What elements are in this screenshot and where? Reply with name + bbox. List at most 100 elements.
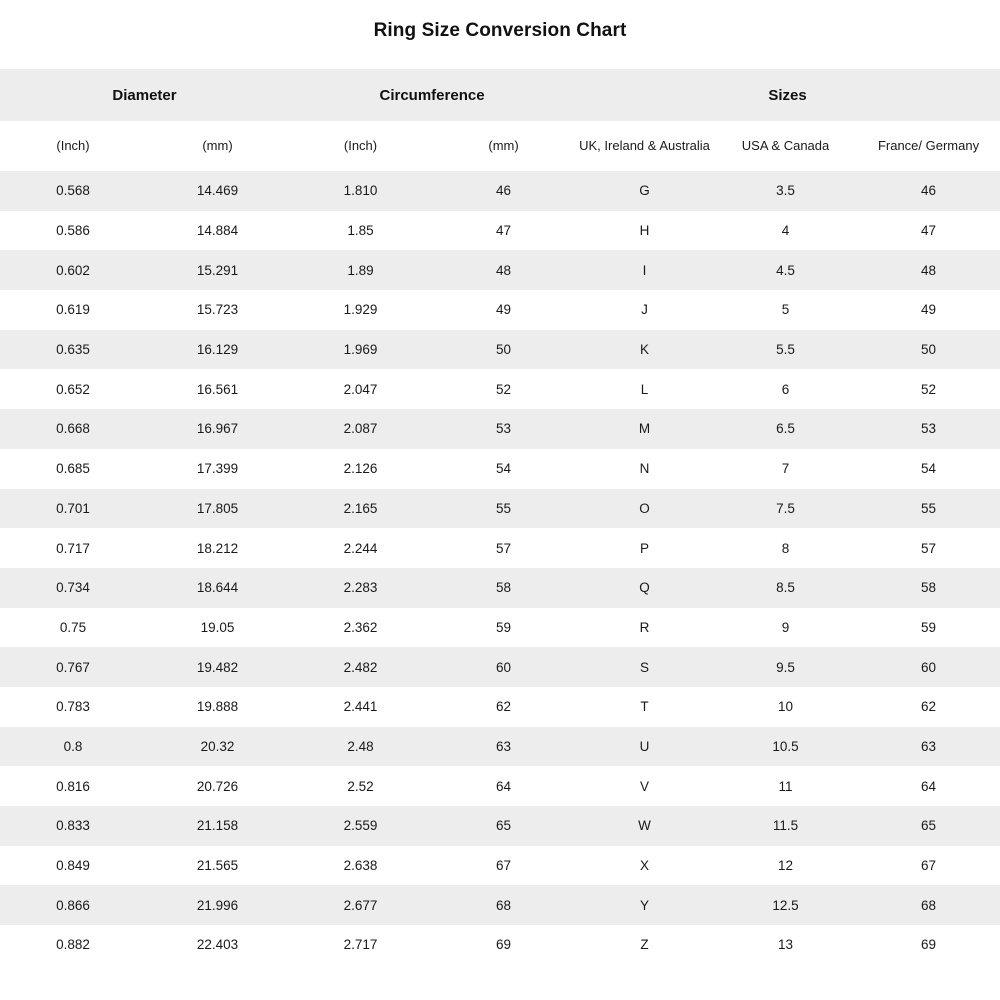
cell-diameter-inch: 0.75 [0,607,146,648]
cell-usa-canada: 12 [714,845,858,886]
cell-circumference-inch: 1.969 [289,329,433,370]
cell-france-germany: 49 [857,290,1000,330]
cell-diameter-inch: 0.882 [0,925,146,965]
cell-diameter-inch: 0.734 [0,567,146,608]
ring-size-table: Diameter Circumference Sizes (Inch) (mm)… [0,69,1000,965]
column-header-uk-ireland-australia: UK, Ireland & Australia [575,121,715,171]
cell-circumference-mm: 48 [432,250,576,291]
cell-circumference-inch: 2.717 [289,925,433,965]
table-row: 0.75 19.05 2.362 59 R 9 59 [0,607,1000,648]
cell-usa-canada: 10 [714,686,858,727]
column-header-diameter-mm: (mm) [146,121,290,171]
column-header-france-germany: France/ Germany [857,121,1000,171]
cell-usa-canada: 8 [714,528,858,568]
cell-uk-ireland-australia: I [575,250,715,291]
cell-diameter-inch: 0.668 [0,409,146,449]
cell-circumference-inch: 1.89 [289,250,433,291]
cell-uk-ireland-australia: J [575,290,715,330]
cell-circumference-mm: 58 [432,567,576,608]
cell-diameter-mm: 19.482 [146,647,290,687]
group-header-diameter: Diameter [0,69,290,121]
cell-diameter-inch: 0.619 [0,290,146,330]
cell-diameter-inch: 0.833 [0,806,146,846]
cell-diameter-mm: 21.158 [146,806,290,846]
cell-usa-canada: 10.5 [714,726,858,767]
cell-diameter-inch: 0.652 [0,369,146,410]
table-row: 0.783 19.888 2.441 62 T 10 62 [0,686,1000,727]
cell-circumference-mm: 62 [432,686,576,727]
cell-france-germany: 48 [857,250,1000,291]
table-row: 0.568 14.469 1.810 46 G 3.5 46 [0,171,1000,211]
cell-usa-canada: 4 [714,210,858,251]
cell-diameter-mm: 20.32 [146,726,290,767]
cell-diameter-inch: 0.685 [0,448,146,489]
cell-diameter-inch: 0.849 [0,845,146,886]
table-row: 0.701 17.805 2.165 55 O 7.5 55 [0,488,1000,529]
cell-uk-ireland-australia: N [575,448,715,489]
cell-diameter-inch: 0.816 [0,766,146,806]
cell-diameter-mm: 16.967 [146,409,290,449]
cell-diameter-mm: 20.726 [146,766,290,806]
cell-circumference-inch: 2.165 [289,488,433,529]
column-header-diameter-inch: (Inch) [0,121,146,171]
table-row: 0.866 21.996 2.677 68 Y 12.5 68 [0,885,1000,926]
cell-diameter-mm: 15.291 [146,250,290,291]
cell-france-germany: 64 [857,766,1000,806]
cell-circumference-inch: 1.929 [289,290,433,330]
cell-uk-ireland-australia: W [575,806,715,846]
cell-usa-canada: 3.5 [714,171,858,211]
cell-usa-canada: 6.5 [714,409,858,449]
cell-diameter-inch: 0.8 [0,726,146,767]
cell-circumference-inch: 2.362 [289,607,433,648]
cell-circumference-mm: 63 [432,726,576,767]
cell-uk-ireland-australia: O [575,488,715,529]
cell-uk-ireland-australia: S [575,647,715,687]
cell-diameter-inch: 0.767 [0,647,146,687]
cell-diameter-mm: 15.723 [146,290,290,330]
cell-france-germany: 65 [857,806,1000,846]
cell-circumference-mm: 64 [432,766,576,806]
cell-france-germany: 54 [857,448,1000,489]
table-body: 0.568 14.469 1.810 46 G 3.5 46 0.586 14.884 1.85 4… [0,171,1000,965]
cell-usa-canada: 8.5 [714,567,858,608]
cell-france-germany: 57 [857,528,1000,568]
cell-circumference-inch: 2.126 [289,448,433,489]
cell-diameter-mm: 14.884 [146,210,290,251]
table-row: 0.767 19.482 2.482 60 S 9.5 60 [0,647,1000,687]
cell-circumference-inch: 1.810 [289,171,433,211]
column-header-row: (Inch) (mm) (Inch) (mm) UK, Ireland & Au… [0,121,1000,171]
cell-circumference-inch: 2.52 [289,766,433,806]
cell-france-germany: 63 [857,726,1000,767]
cell-circumference-mm: 47 [432,210,576,251]
cell-circumference-inch: 2.677 [289,885,433,926]
cell-uk-ireland-australia: L [575,369,715,410]
cell-france-germany: 60 [857,647,1000,687]
page-title: Ring Size Conversion Chart [373,20,627,41]
cell-france-germany: 55 [857,488,1000,529]
cell-diameter-mm: 16.561 [146,369,290,410]
cell-diameter-mm: 17.399 [146,448,290,489]
cell-circumference-inch: 2.482 [289,647,433,687]
cell-diameter-mm: 16.129 [146,329,290,370]
cell-diameter-mm: 19.888 [146,686,290,727]
cell-france-germany: 50 [857,329,1000,370]
cell-diameter-mm: 21.996 [146,885,290,926]
cell-france-germany: 58 [857,567,1000,608]
table-row: 0.734 18.644 2.283 58 Q 8.5 58 [0,567,1000,608]
cell-diameter-inch: 0.866 [0,885,146,926]
cell-usa-canada: 13 [714,925,858,965]
cell-uk-ireland-australia: R [575,607,715,648]
cell-usa-canada: 11.5 [714,806,858,846]
table-row: 0.668 16.967 2.087 53 M 6.5 53 [0,409,1000,449]
cell-uk-ireland-australia: X [575,845,715,886]
cell-circumference-inch: 2.441 [289,686,433,727]
cell-uk-ireland-australia: M [575,409,715,449]
cell-france-germany: 59 [857,607,1000,648]
column-header-usa-canada: USA & Canada [714,121,858,171]
cell-circumference-mm: 60 [432,647,576,687]
cell-circumference-mm: 46 [432,171,576,211]
table-row: 0.717 18.212 2.244 57 P 8 57 [0,528,1000,568]
cell-france-germany: 67 [857,845,1000,886]
cell-usa-canada: 6 [714,369,858,410]
